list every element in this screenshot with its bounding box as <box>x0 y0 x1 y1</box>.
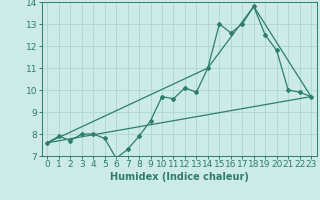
X-axis label: Humidex (Indice chaleur): Humidex (Indice chaleur) <box>110 172 249 182</box>
